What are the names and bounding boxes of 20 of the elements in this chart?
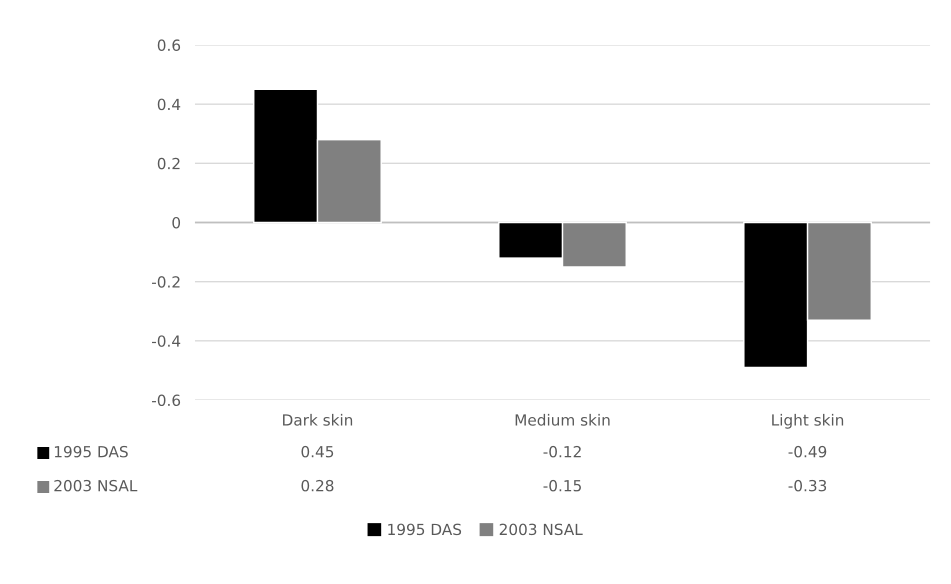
x-tick-label: Medium skin: [516, 414, 610, 426]
data-label: -0.33: [788, 480, 826, 492]
y-tick-label: -0.4: [152, 335, 180, 347]
data-label: -0.15: [544, 480, 581, 492]
text: 1995 DAS: [388, 524, 462, 536]
data-label: 0.28: [301, 480, 334, 492]
y-tick-label: 0.4: [158, 98, 180, 110]
legend-label: 1995 DAS: [54, 446, 128, 458]
data-label: -0.49: [788, 446, 826, 458]
y-tick-label: -0.6: [152, 394, 180, 406]
y-tick-label: -0.2: [152, 276, 180, 288]
data-label: 0.45: [301, 446, 334, 458]
legend-label: 2003 NSAL: [500, 524, 583, 536]
y-tick-label: 0: [172, 216, 180, 229]
text: 2003 NSAL: [54, 480, 138, 492]
data-label: -0.12: [544, 446, 581, 458]
x-tick-label: Light skin: [772, 414, 844, 429]
y-tick-label: 0.6: [158, 39, 180, 51]
x-tick-label: Dark skin: [283, 414, 352, 426]
y-tick-label: 0.2: [158, 158, 180, 170]
